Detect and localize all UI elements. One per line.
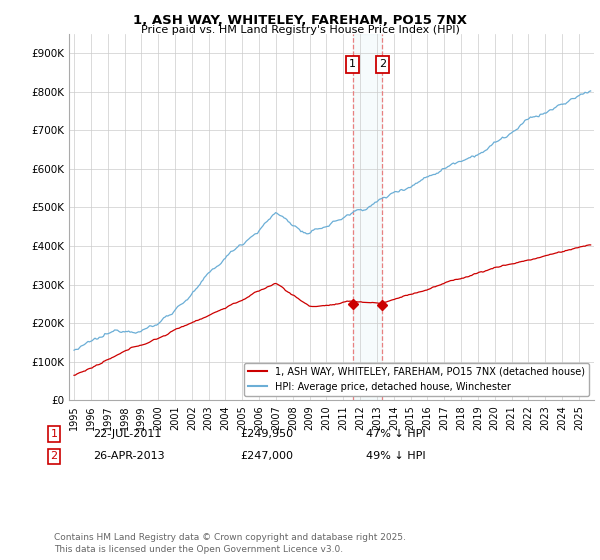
Text: 1: 1 [349, 59, 356, 69]
Text: 2: 2 [50, 451, 58, 461]
Text: 1, ASH WAY, WHITELEY, FAREHAM, PO15 7NX: 1, ASH WAY, WHITELEY, FAREHAM, PO15 7NX [133, 14, 467, 27]
Text: 47% ↓ HPI: 47% ↓ HPI [366, 429, 425, 439]
Text: Price paid vs. HM Land Registry's House Price Index (HPI): Price paid vs. HM Land Registry's House … [140, 25, 460, 35]
Text: 49% ↓ HPI: 49% ↓ HPI [366, 451, 425, 461]
Text: £249,950: £249,950 [240, 429, 293, 439]
Text: £247,000: £247,000 [240, 451, 293, 461]
Text: Contains HM Land Registry data © Crown copyright and database right 2025.
This d: Contains HM Land Registry data © Crown c… [54, 533, 406, 554]
Bar [353, 34, 382, 400]
Text: 26-APR-2013: 26-APR-2013 [93, 451, 164, 461]
Text: 1: 1 [50, 429, 58, 439]
Legend: 1, ASH WAY, WHITELEY, FAREHAM, PO15 7NX (detached house), HPI: Average price, de: 1, ASH WAY, WHITELEY, FAREHAM, PO15 7NX … [244, 363, 589, 395]
Text: 2: 2 [379, 59, 386, 69]
Text: 22-JUL-2011: 22-JUL-2011 [93, 429, 161, 439]
